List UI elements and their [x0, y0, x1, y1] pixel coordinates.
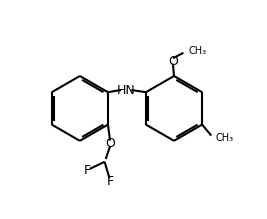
Text: HN: HN [117, 83, 136, 97]
Text: O: O [168, 55, 178, 68]
Text: O: O [105, 137, 115, 150]
Text: F: F [84, 164, 91, 177]
Text: CH₃: CH₃ [216, 133, 234, 143]
Text: CH₃: CH₃ [188, 46, 206, 56]
Text: F: F [107, 175, 114, 188]
